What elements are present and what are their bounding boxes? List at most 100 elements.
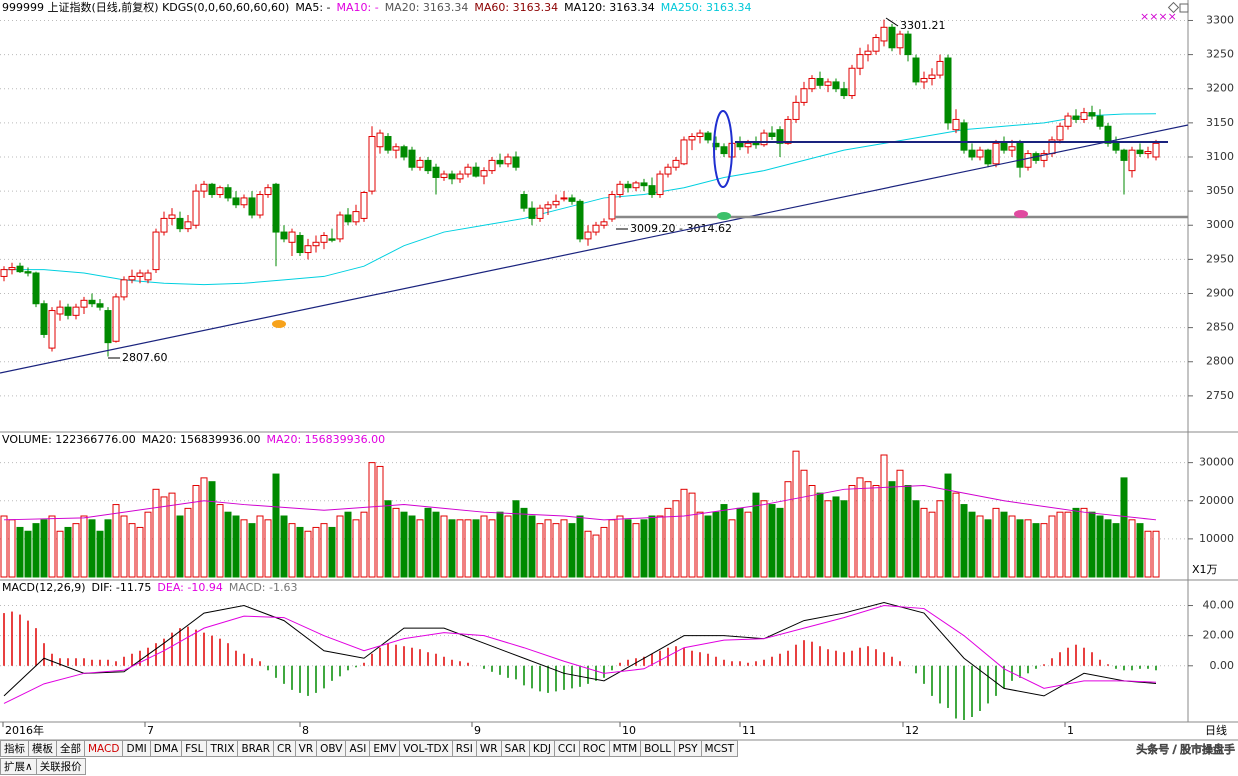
volume-bar [440, 515, 448, 578]
candle-body [992, 142, 1000, 165]
indicator-tab[interactable]: ROC [579, 740, 610, 757]
indicator-tab[interactable]: RSI [452, 740, 477, 757]
candle-body [800, 88, 808, 103]
volume-bar [1136, 523, 1144, 578]
dif-line [3, 602, 1157, 697]
volume-bar [184, 507, 192, 578]
volume-bar [1112, 523, 1120, 578]
indicator-tab[interactable]: KDJ [529, 740, 555, 757]
candle-body [272, 183, 280, 233]
volume-bar [368, 462, 376, 578]
indicator-tab[interactable]: DMA [150, 740, 183, 757]
candle-body [488, 159, 496, 172]
indicator-tab[interactable]: MCST [701, 740, 739, 757]
signal-icon [272, 320, 286, 328]
volume-bar [8, 519, 16, 578]
indicator-tab[interactable]: ASI [346, 740, 371, 757]
extra-tab[interactable]: 关联报价 [36, 758, 86, 775]
volume-bar [416, 519, 424, 578]
volume-bar [872, 485, 880, 578]
indicator-tab[interactable]: FSL [182, 740, 208, 757]
indicator-tab[interactable]: SAR [501, 740, 530, 757]
candle-body [936, 60, 944, 76]
volume-bar [792, 450, 800, 578]
volume-bar [904, 485, 912, 578]
volume-bar [1000, 511, 1008, 578]
indicator-label: MACD: -1.63 [228, 581, 298, 594]
volume-bar [336, 515, 344, 578]
volume-bar [1096, 515, 1104, 578]
candle-body [72, 306, 80, 316]
candle-body [848, 67, 856, 97]
indicator-tab[interactable]: VOL-TDX [400, 740, 453, 757]
candle-body [8, 267, 16, 271]
indicator-tab[interactable]: TRIX [207, 740, 239, 757]
indicator-tab[interactable]: DMI [123, 740, 151, 757]
candle-body [944, 57, 952, 124]
indicator-label: MA10: - [336, 1, 379, 14]
candle-body [328, 238, 336, 241]
volume-bar [192, 485, 200, 578]
candle-body [288, 231, 296, 243]
indicator-tab[interactable]: EMV [370, 740, 401, 757]
candle-body [984, 149, 992, 165]
volume-bar [784, 481, 792, 578]
volume-bar [864, 481, 872, 578]
candle-body [832, 81, 840, 90]
indicator-tab[interactable]: CR [274, 740, 296, 757]
indicator-tab[interactable]: 模板 [29, 740, 57, 757]
panel-title: MACD(12,26,9) [2, 581, 86, 594]
candle-body [280, 231, 288, 240]
volume-bar [704, 515, 712, 578]
volume-bar [584, 530, 592, 578]
volume-bar [688, 492, 696, 578]
volume-bar [592, 534, 600, 578]
indicator-tab[interactable]: 全部 [57, 740, 85, 757]
volume-bar [160, 496, 168, 578]
candle-body [448, 173, 456, 180]
volume-bar [1016, 519, 1024, 578]
toolbar-icon[interactable] [1179, 3, 1189, 13]
candle-body [792, 101, 800, 120]
indicator-tab[interactable]: VR [295, 740, 318, 757]
price-header: 999999 上证指数(日线,前复权) KDGS(0,0,60,60,60,60… [2, 0, 758, 16]
volume-bar [920, 507, 928, 578]
indicator-tab[interactable]: BOLL [641, 740, 676, 757]
volume-bar [880, 454, 888, 578]
indicator-tab[interactable]: BRAR [238, 740, 274, 757]
volume-bar [360, 511, 368, 578]
candle-body [1128, 149, 1136, 172]
volume-bar [808, 485, 816, 578]
candle-body [304, 245, 312, 254]
y-tick-label: 2750 [1206, 389, 1234, 402]
volume-bar [624, 519, 632, 578]
x-tick-label: 12 [905, 724, 919, 737]
volume-bar [248, 523, 256, 578]
y-tick-label: 2800 [1206, 355, 1234, 368]
candle-body [784, 118, 792, 144]
volume-header: VOLUME: 122366776.00 MA20: 156839936.00 MA… [2, 432, 391, 448]
volume-bar [448, 519, 456, 578]
candle-body [256, 194, 264, 216]
candle-body [152, 231, 160, 271]
indicator-tab[interactable]: 指标 [0, 740, 29, 757]
indicator-tab[interactable]: WR [476, 740, 502, 757]
extra-tab[interactable]: 扩展∧ [0, 758, 37, 775]
toolbar-icon[interactable] [1167, 1, 1180, 14]
volume-bar [1024, 519, 1032, 578]
volume-bar [600, 526, 608, 578]
volume-bar [464, 519, 472, 578]
indicator-tab[interactable]: MACD [85, 740, 124, 757]
candle-body [1104, 125, 1112, 144]
indicator-tab[interactable]: CCI [554, 740, 580, 757]
indicator-tab[interactable]: MTM [609, 740, 642, 757]
indicator-tab[interactable]: OBV [317, 740, 347, 757]
signal-icon [717, 212, 731, 220]
candle-body [656, 173, 664, 196]
volume-bar [264, 519, 272, 578]
indicator-tab[interactable]: PSY [675, 740, 702, 757]
dea-line [3, 605, 1157, 704]
candle-body [264, 187, 272, 196]
candle-body [32, 272, 40, 305]
watermark: 头条号 / 股市操盘手 [1136, 742, 1235, 756]
